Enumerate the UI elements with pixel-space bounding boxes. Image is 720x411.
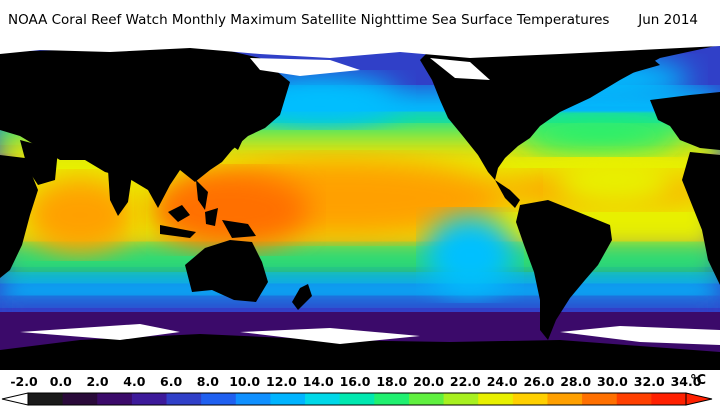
- colorbar-tick-label: 28.0: [560, 374, 592, 389]
- colorbar-tick-label: 16.0: [339, 374, 371, 389]
- colorbar-segment: [62, 393, 98, 405]
- colorbar-tick-label: 34.0: [670, 374, 702, 389]
- colorbar-tick-label: 6.0: [160, 374, 183, 389]
- colorbar-tick-label: 32.0: [633, 374, 665, 389]
- map-title: NOAA Coral Reef Watch Monthly Maximum Sa…: [8, 12, 610, 28]
- colorbar-tick-label: 4.0: [123, 374, 146, 389]
- colorbar-segment: [339, 393, 375, 405]
- colorbar-border: [27, 392, 687, 406]
- colorbar-tick-label: 26.0: [523, 374, 555, 389]
- colorbar-segment: [374, 393, 410, 405]
- colorbar-tick-label: 14.0: [302, 374, 334, 389]
- colorbar-min-arrow: [1, 392, 29, 406]
- colorbar-segment: [131, 393, 168, 405]
- sea-ice: [0, 40, 720, 345]
- colorbar-segment: [28, 393, 64, 405]
- colorbar-tick-label: 18.0: [376, 374, 408, 389]
- colorbar-tick-label: 24.0: [486, 374, 518, 389]
- colorbar-tick-label: 22.0: [449, 374, 481, 389]
- sst-map: [0, 40, 720, 370]
- colorbar-max-arrow: [685, 392, 713, 406]
- colorbar-segment: [512, 393, 548, 405]
- map-title-bar: NOAA Coral Reef Watch Monthly Maximum Sa…: [0, 0, 720, 40]
- colorbar-segment: [582, 393, 618, 405]
- colorbar-svg: [1, 392, 713, 406]
- colorbar-segment: [547, 393, 583, 405]
- colorbar-labels: -2.0 0.0 2.0 4.0 6.0 8.0 10.0 12.0 14.0 16.0 18.0 2…: [0, 374, 720, 390]
- sst-map-svg: [0, 40, 720, 370]
- colorbar-tick-label: 10.0: [229, 374, 261, 389]
- colorbar-tick-label: 30.0: [597, 374, 628, 389]
- land-masses: [0, 40, 720, 370]
- colorbar-tick-label: -2.0: [10, 374, 38, 389]
- colorbar-segment: [201, 393, 237, 405]
- colorbar-segment: [408, 393, 445, 405]
- colorbar-segment: [97, 393, 133, 405]
- ocean-temperature-field: [0, 40, 720, 370]
- colorbar-tick-label: 0.0: [49, 374, 72, 389]
- colorbar-tick-label: 20.0: [413, 374, 444, 389]
- colorbar-segment: [443, 393, 479, 405]
- colorbar-tick-label: 8.0: [196, 374, 219, 389]
- colorbar-segment: [166, 393, 202, 405]
- colorbar-segment: [616, 393, 652, 405]
- colorbar-segment: [478, 393, 514, 405]
- colorbar-tick-label: 12.0: [266, 374, 297, 389]
- colorbar-segment: [235, 393, 271, 405]
- colorbar-segment: [305, 393, 341, 405]
- colorbar: [0, 391, 720, 406]
- map-date: Jun 2014: [638, 12, 698, 28]
- colorbar-unit: °C: [690, 373, 707, 388]
- colorbar-segment: [270, 393, 306, 405]
- colorbar-segment: [651, 393, 687, 405]
- colorbar-tick-label: 2.0: [86, 374, 109, 389]
